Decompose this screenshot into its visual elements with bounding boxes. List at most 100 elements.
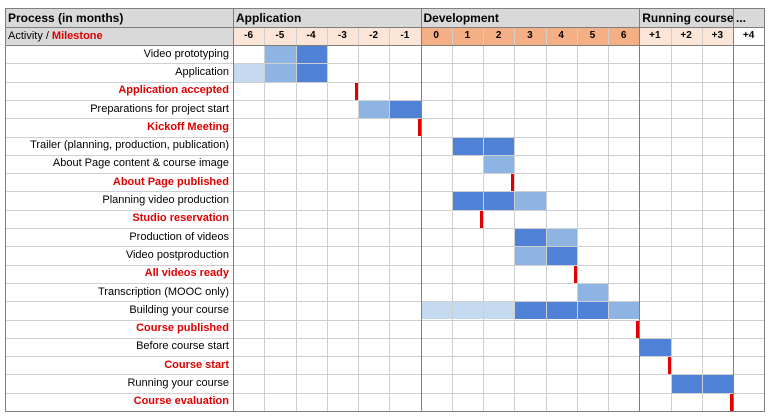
grid-line [295, 27, 297, 411]
divider [5, 45, 766, 46]
milestone-marker [417, 119, 421, 137]
activity-label: Running your course [127, 377, 229, 390]
milestone-marker [355, 82, 358, 100]
activity-label: Transcription (MOOC only) [97, 285, 229, 298]
activity-label: Application [175, 65, 229, 78]
grid-line [5, 356, 765, 358]
task-cell [389, 99, 421, 119]
month-header: +4 [733, 27, 765, 45]
activity-label: Building your course [129, 303, 229, 316]
task-cell [233, 63, 265, 82]
task-cell [420, 301, 452, 320]
month-header: +1 [639, 27, 671, 45]
divider [764, 8, 766, 411]
divider [5, 8, 766, 9]
task-cell [608, 301, 640, 320]
month-header: 1 [451, 27, 483, 45]
month-header: +2 [670, 27, 702, 45]
activity-label: Trailer (planning, production, publicati… [30, 139, 229, 152]
grid-line [5, 63, 765, 65]
header-text: / [45, 29, 49, 42]
grid-line [389, 27, 391, 411]
phase-header: ... [733, 8, 765, 27]
task-cell [451, 301, 483, 320]
phase-header: Application [233, 8, 421, 27]
grid-line [545, 27, 547, 411]
divider [733, 8, 734, 411]
task-cell [576, 301, 608, 320]
grid-line [5, 392, 765, 394]
task-cell [451, 191, 483, 210]
phase-header: Running course [639, 8, 733, 27]
grid-line [5, 319, 765, 321]
month-header: 5 [576, 27, 608, 45]
header-text: Milestone [51, 29, 103, 42]
task-cell [576, 282, 608, 302]
grid-line [5, 154, 765, 156]
milestone-label: Course evaluation [133, 395, 229, 408]
milestone-marker [730, 393, 733, 411]
month-header: -3 [326, 27, 358, 45]
grid-line [358, 27, 359, 411]
divider [5, 411, 766, 412]
activity-label: Preparations for project start [90, 102, 229, 115]
task-cell [545, 246, 577, 265]
task-cell [514, 191, 546, 210]
month-header: 6 [608, 27, 640, 45]
grid-line [576, 27, 578, 411]
grid-line [5, 81, 765, 83]
month-header: -5 [264, 27, 296, 45]
milestone-marker [636, 320, 640, 338]
grid-line [701, 27, 703, 411]
month-header: 2 [483, 27, 515, 45]
header-text: Activity [8, 29, 43, 42]
activity-label: Planning video production [102, 194, 229, 207]
grid-line [5, 246, 765, 248]
task-cell [483, 136, 515, 155]
activity-label: About Page content & course image [52, 157, 229, 170]
milestone-label: Application accepted [118, 84, 229, 97]
grid-line [5, 374, 765, 376]
month-header: -2 [358, 27, 390, 45]
task-cell [295, 63, 327, 82]
month-header: -4 [295, 27, 327, 45]
grid-line [608, 27, 609, 411]
month-header: 0 [420, 27, 452, 45]
grid-line [483, 27, 484, 411]
activity-label: Video postproduction [125, 248, 229, 261]
task-cell [483, 191, 515, 210]
grid-line [5, 301, 765, 303]
phase-header: Development [420, 8, 640, 27]
milestone-label: Course published [136, 322, 229, 335]
task-cell [514, 301, 546, 320]
activity-label: Video prototyping [143, 47, 229, 60]
milestone-label: All videos ready [144, 267, 229, 280]
grid-line [5, 99, 765, 101]
grid-line [5, 228, 765, 229]
task-cell [545, 301, 577, 320]
task-cell [514, 228, 546, 247]
grid-line [514, 27, 516, 411]
divider [420, 8, 422, 411]
grid-line [5, 173, 765, 175]
task-cell [264, 63, 296, 82]
grid-line [264, 27, 266, 411]
grid-line [5, 118, 765, 120]
milestone-marker [511, 174, 515, 192]
grid-line [670, 27, 672, 411]
task-cell [670, 374, 702, 393]
milestone-label: Course start [164, 358, 229, 371]
task-cell [451, 136, 483, 155]
grid-line [5, 337, 765, 339]
divider [5, 8, 6, 411]
month-header: +3 [701, 27, 733, 45]
task-cell [639, 337, 671, 357]
month-header: 4 [545, 27, 577, 45]
activity-label: Before course start [136, 340, 229, 353]
grid-line [326, 27, 328, 411]
task-cell [295, 45, 327, 64]
grid-line [451, 27, 453, 411]
milestone-label: Kickoff Meeting [147, 120, 229, 133]
divider [639, 8, 641, 411]
